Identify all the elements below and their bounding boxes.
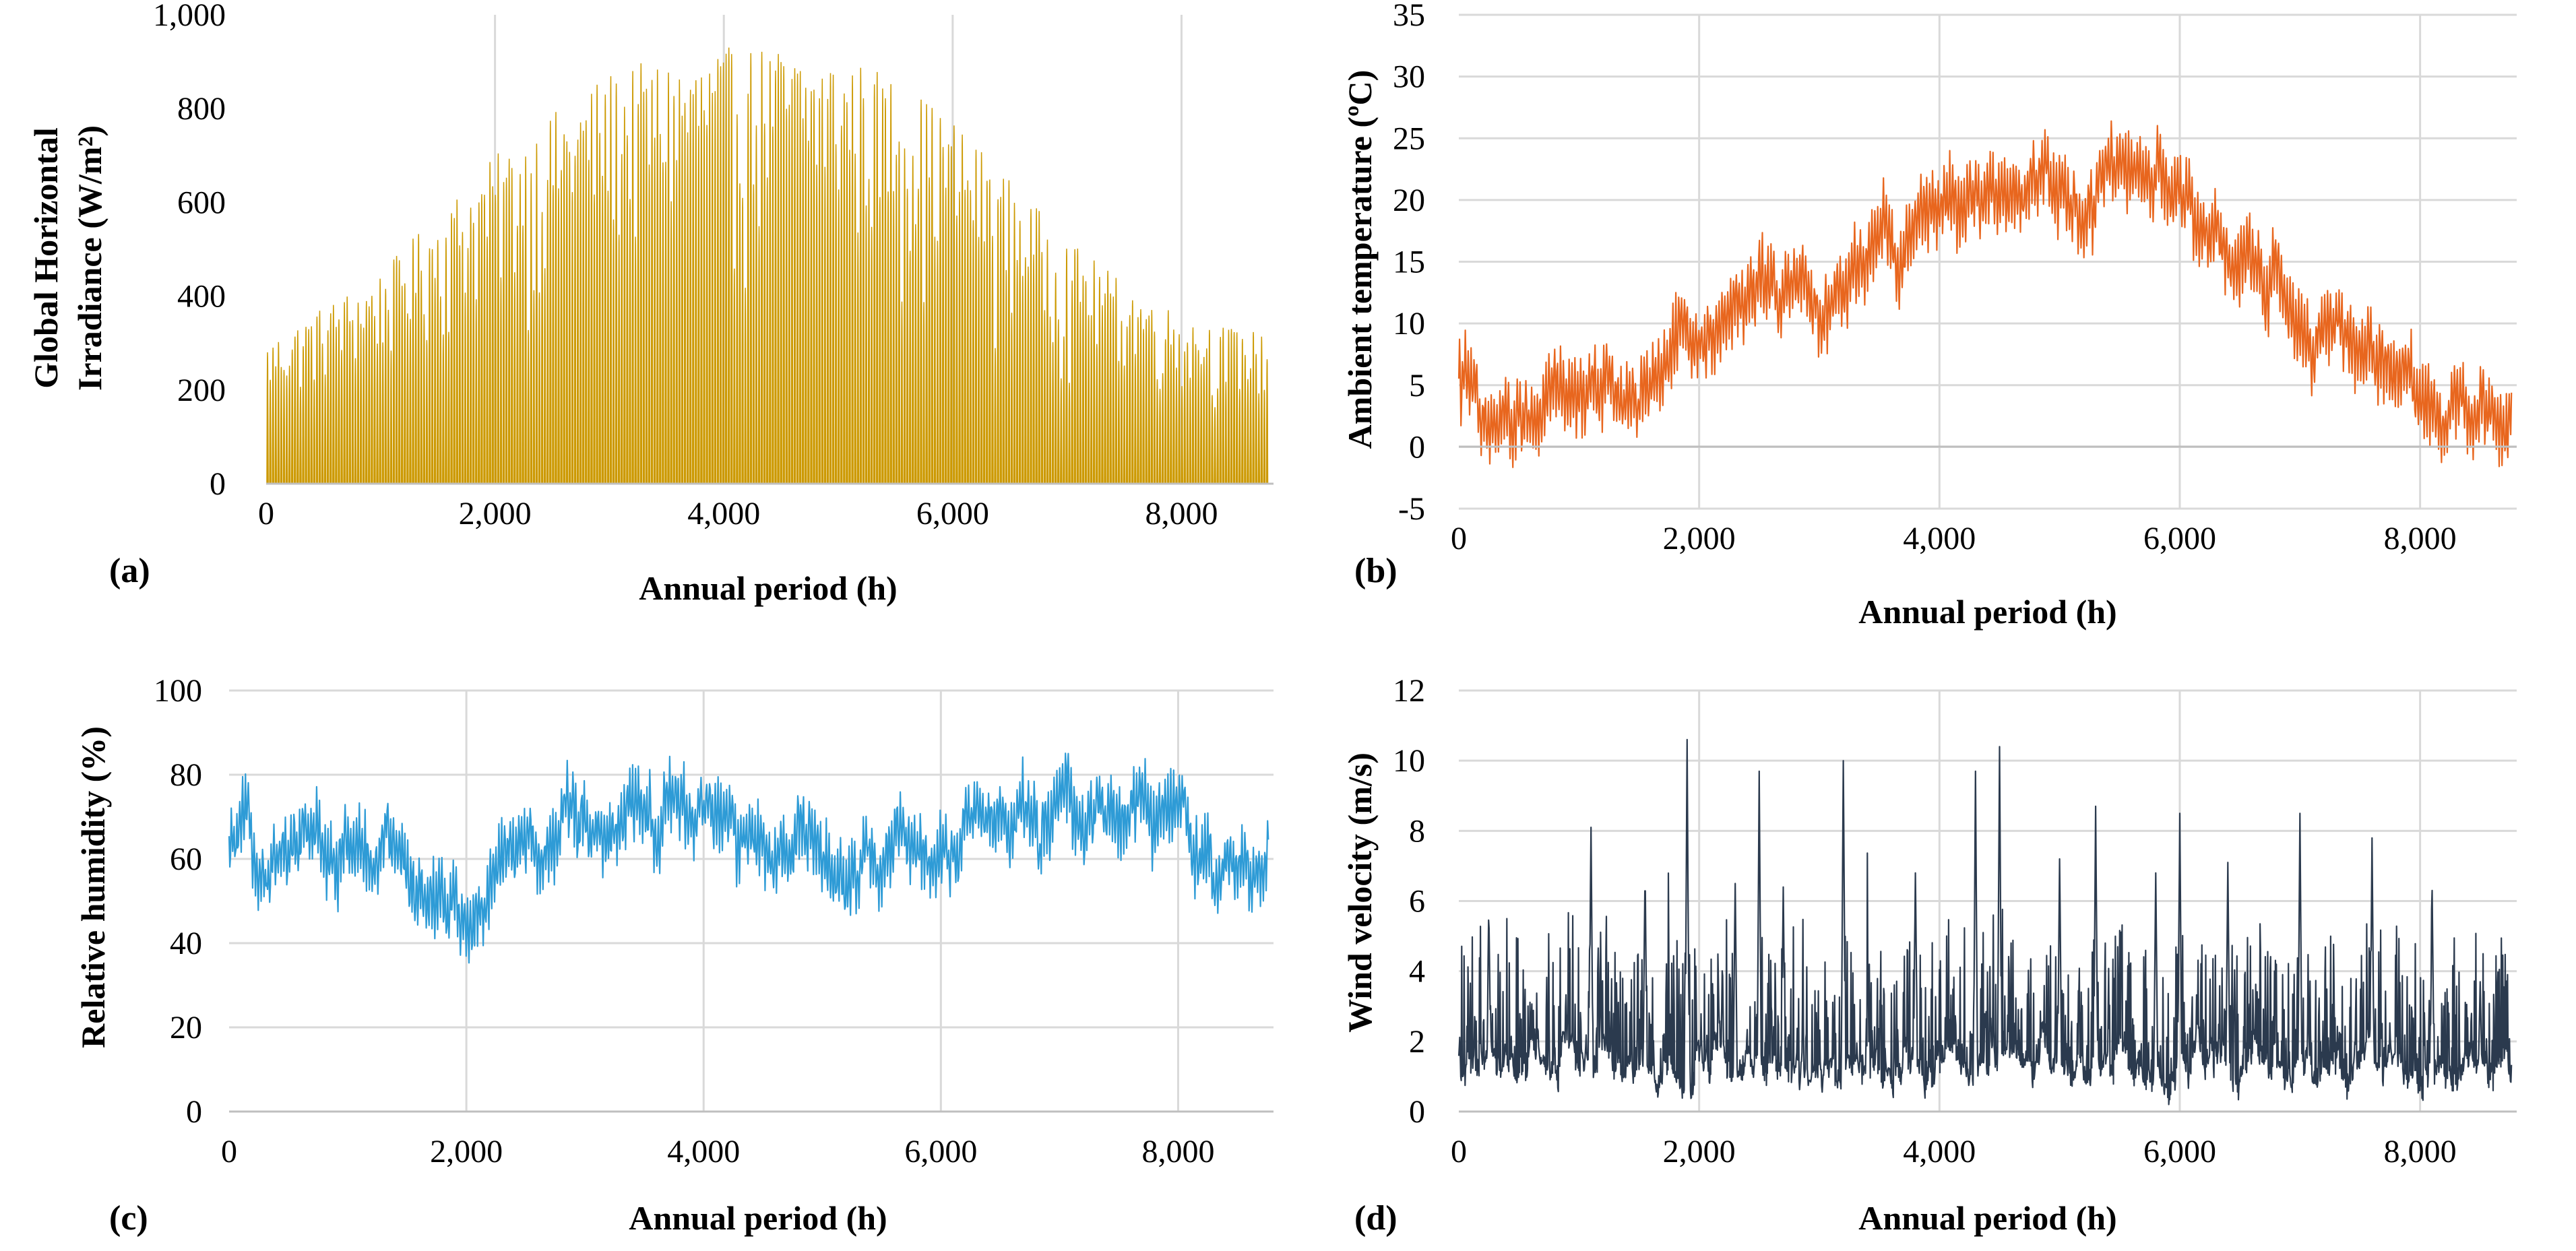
panel-d-x-tick-label: 8,000	[2384, 1134, 2457, 1169]
panel-b-x-tick-label: 0	[1451, 521, 1467, 556]
panel-c-y-tick-label: 40	[170, 926, 202, 961]
panel-a-y-tick-label: 0	[210, 466, 226, 502]
panel-a-y-tick-label: 800	[177, 91, 226, 127]
panel-a-y-tick-label: 1,000	[153, 0, 226, 33]
panel-a-y-tick-label: 200	[177, 373, 226, 408]
panel-c-x-tick-label: 8,000	[1141, 1134, 1214, 1169]
panel-d-y-tick-label: 0	[1409, 1094, 1425, 1130]
panel-d-plot-area	[1457, 738, 2513, 1105]
panel-b-series	[1457, 120, 2513, 468]
panel-d-x-tick-label: 0	[1451, 1134, 1467, 1169]
panel-c-x-tick-label: 6,000	[904, 1134, 977, 1169]
chart-panel-b: -5 0 5 10 15 20 25 30 35 0 2,000 4,000 6,000 8,000 A…	[1341, 0, 2517, 631]
panel-b-y-tick-label: 35	[1393, 0, 1425, 33]
panel-c-y-axis-title: Relative humidity (%)	[74, 726, 112, 1048]
panel-d-y-tick-label: 10	[1393, 743, 1425, 779]
panel-c-x-axis-title: Annual period (h)	[629, 1199, 887, 1237]
panel-b-x-tick-labels: 0 2,000 4,000 6,000 8,000	[1451, 521, 2457, 556]
panel-c-x-tick-label: 4,000	[667, 1134, 740, 1169]
panel-c-label: (c)	[109, 1199, 148, 1238]
panel-b-y-tick-label: 30	[1393, 59, 1425, 95]
panel-a-x-tick-labels: 0 2,000 4,000 6,000 8,000	[258, 496, 1218, 532]
panel-b-x-tick-label: 8,000	[2384, 521, 2457, 556]
panel-b-x-axis-title: Annual period (h)	[1858, 593, 2116, 631]
panel-a-series-irradiance	[266, 47, 1269, 484]
panel-c-y-tick-label: 80	[170, 757, 202, 793]
panel-d-x-axis-title: Annual period (h)	[1858, 1199, 2116, 1237]
panel-a-label: (a)	[109, 552, 150, 590]
panel-b-plot-area	[1457, 120, 2513, 468]
panel-d-x-tick-label: 2,000	[1663, 1134, 1736, 1169]
panel-b-y-tick-label: 20	[1393, 183, 1425, 218]
panel-b-label: (b)	[1354, 552, 1397, 590]
panel-c-plot-area	[228, 752, 1269, 964]
panel-c-x-tick-labels: 0 2,000 4,000 6,000 8,000	[221, 1134, 1214, 1169]
panel-b-x-tick-label: 6,000	[2143, 521, 2216, 556]
panel-b-y-tick-label: 10	[1393, 306, 1425, 342]
panel-b-y-tick-label: 15	[1393, 245, 1425, 280]
chart-panel-a: 0 200 400 600 800 1,000 0 2,000 4,000 6,000 8,000…	[27, 0, 1274, 607]
panel-d-y-tick-labels: 0 2 4 6 8 10 12	[1393, 673, 1425, 1130]
panel-c-y-tick-labels: 0 20 40 60 80 100	[154, 673, 202, 1130]
panel-d-y-tick-label: 4	[1409, 954, 1425, 990]
panel-d-y-tick-label: 12	[1393, 673, 1425, 709]
panel-a-plot-area	[266, 47, 1269, 484]
panel-d-y-axis-title: Wind velocity (m/s)	[1341, 752, 1379, 1033]
panel-c-x-tick-label: 0	[221, 1134, 237, 1169]
panel-c-gridlines	[229, 689, 1274, 1113]
panel-b-y-tick-labels: -5 0 5 10 15 20 25 30 35	[1393, 0, 1425, 527]
panel-a-x-tick-label: 8,000	[1145, 496, 1218, 532]
panel-a-y-tick-label: 400	[177, 279, 226, 315]
panel-d-x-tick-labels: 0 2,000 4,000 6,000 8,000	[1451, 1134, 2457, 1169]
panel-b-y-tick-label: 25	[1393, 121, 1425, 156]
panel-c-y-tick-label: 0	[186, 1094, 202, 1130]
panel-d-series-wind	[1457, 738, 2513, 1105]
panel-c-y-tick-label: 20	[170, 1010, 202, 1046]
panel-a-y-tick-label: 600	[177, 185, 226, 220]
panel-b-gridlines	[1459, 13, 2517, 510]
panel-b-y-axis-title: Ambient temperature (ºC)	[1341, 70, 1379, 449]
panel-a-x-axis-title: Annual period (h)	[639, 569, 897, 607]
panel-c-y-tick-label: 100	[154, 673, 202, 709]
panel-b-y-tick-label: 5	[1409, 368, 1425, 404]
panel-d-label: (d)	[1354, 1199, 1397, 1238]
panel-d-y-tick-label: 2	[1409, 1024, 1425, 1060]
panel-c-series	[228, 752, 1269, 964]
panel-a-x-tick-label: 0	[258, 496, 274, 532]
panel-d-y-tick-label: 6	[1409, 884, 1425, 920]
panel-c-y-tick-label: 60	[170, 841, 202, 877]
panel-d-x-tick-label: 6,000	[2143, 1134, 2216, 1169]
chart-panel-c: 0 20 40 60 80 100 0 2,000 4,000 6,000 8,000 Relat…	[74, 673, 1274, 1238]
panel-a-y-axis-title-line1: Global Horizontal	[27, 127, 65, 389]
panel-d-y-tick-label: 8	[1409, 813, 1425, 849]
panel-a-x-tick-label: 4,000	[687, 496, 760, 532]
panel-b-x-tick-label: 2,000	[1663, 521, 1736, 556]
panel-a-y-tick-labels: 0 200 400 600 800 1,000	[153, 0, 226, 502]
panel-a-y-axis-title-line2: Irradiance (W/m²)	[71, 125, 108, 391]
panel-a-x-tick-label: 2,000	[459, 496, 532, 532]
panel-b-y-tick-label: 0	[1409, 429, 1425, 465]
panel-d-x-tick-label: 4,000	[1903, 1134, 1976, 1169]
panel-b-x-tick-label: 4,000	[1903, 521, 1976, 556]
panel-a-x-tick-label: 6,000	[916, 496, 989, 532]
chart-panel-d: 0 2 4 6 8 10 12 0 2,000 4,000 6,000 8,000 Wind vel…	[1341, 673, 2517, 1238]
panel-c-x-tick-label: 2,000	[430, 1134, 503, 1169]
panel-b-y-tick-label: -5	[1398, 491, 1425, 527]
